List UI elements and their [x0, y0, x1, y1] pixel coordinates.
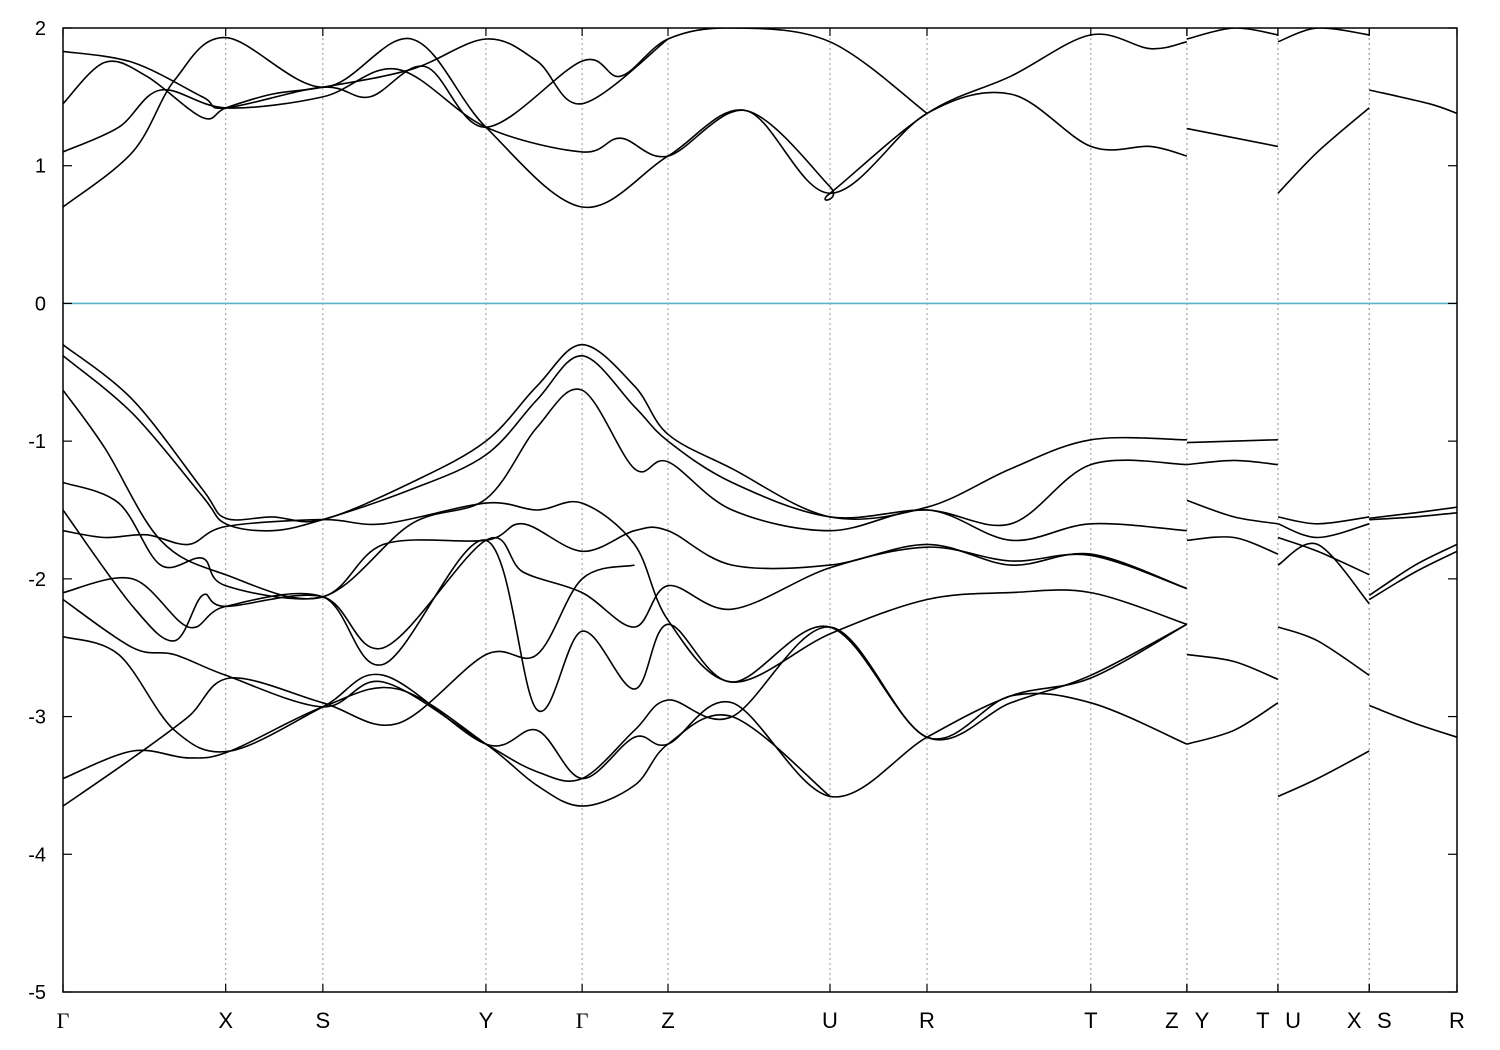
band-line [1277, 107, 1370, 194]
band-line [1186, 536, 1279, 555]
band-line [1186, 459, 1278, 466]
band-line [63, 686, 831, 807]
band-line [1277, 750, 1370, 798]
band-line [63, 36, 1188, 209]
band-line [1277, 626, 1370, 676]
band-line [1186, 499, 1279, 525]
band-line [63, 500, 1188, 683]
x-tick-label: R [919, 1008, 935, 1033]
x-tick-label: Y [1195, 1008, 1210, 1033]
x-tick-label: S [1377, 1008, 1392, 1033]
band-line [63, 539, 1188, 741]
y-tick-label: 2 [35, 18, 46, 40]
y-axis-ticks: 2 1 0 -1 -2 -3 -4 -5 [28, 18, 1457, 1004]
band-line [1368, 543, 1457, 597]
band-line [1277, 28, 1370, 43]
band-line [63, 509, 1188, 650]
plot-frame [62, 27, 1458, 993]
x-tick-label: U [822, 1008, 838, 1033]
band-line [1368, 550, 1457, 601]
band-line [1277, 542, 1370, 605]
band-line [1186, 653, 1279, 681]
band-line [63, 38, 669, 120]
x-tick-label: Γ [576, 1008, 589, 1033]
band-line [1186, 702, 1279, 745]
band-line [63, 343, 1187, 523]
band-line [1186, 28, 1279, 40]
x-tick-label: S [315, 1008, 330, 1033]
x-tick-label: T [1256, 1008, 1269, 1033]
band-line [63, 388, 1187, 600]
band-line [1277, 523, 1370, 539]
band-lines [63, 28, 1457, 807]
band-line [1369, 704, 1457, 738]
y-tick-label: -5 [28, 982, 46, 1004]
x-tick-label: Y [479, 1008, 494, 1033]
band-line [1369, 506, 1457, 520]
x-tick-label: Z [1165, 1008, 1178, 1033]
y-tick-label: -4 [28, 844, 46, 866]
x-tick-label: U [1285, 1008, 1301, 1033]
x-tick-label: Z [661, 1008, 674, 1033]
x-tick-label: Γ [57, 1008, 70, 1033]
y-tick-label: -2 [28, 569, 46, 591]
y-tick-label: -3 [28, 707, 46, 729]
y-tick-label: 0 [35, 293, 46, 315]
y-tick-label: 1 [35, 156, 46, 178]
band-line [1277, 516, 1370, 525]
band-line [1186, 127, 1279, 148]
x-tick-label: X [1347, 1008, 1362, 1033]
band-line [63, 354, 1187, 532]
y-tick-label: -1 [28, 431, 46, 453]
x-tick-label: R [1449, 1008, 1465, 1033]
band-line [1369, 89, 1457, 115]
x-tick-label: X [218, 1008, 233, 1033]
kpoint-grid-lines [225, 28, 1370, 992]
band-line [1277, 536, 1370, 576]
x-tick-label: T [1084, 1008, 1097, 1033]
band-line [63, 33, 1187, 201]
band-line [1186, 438, 1278, 444]
band-line [1369, 512, 1457, 521]
band-line [63, 598, 1188, 782]
band-line [63, 564, 635, 807]
band-line [63, 623, 1188, 798]
